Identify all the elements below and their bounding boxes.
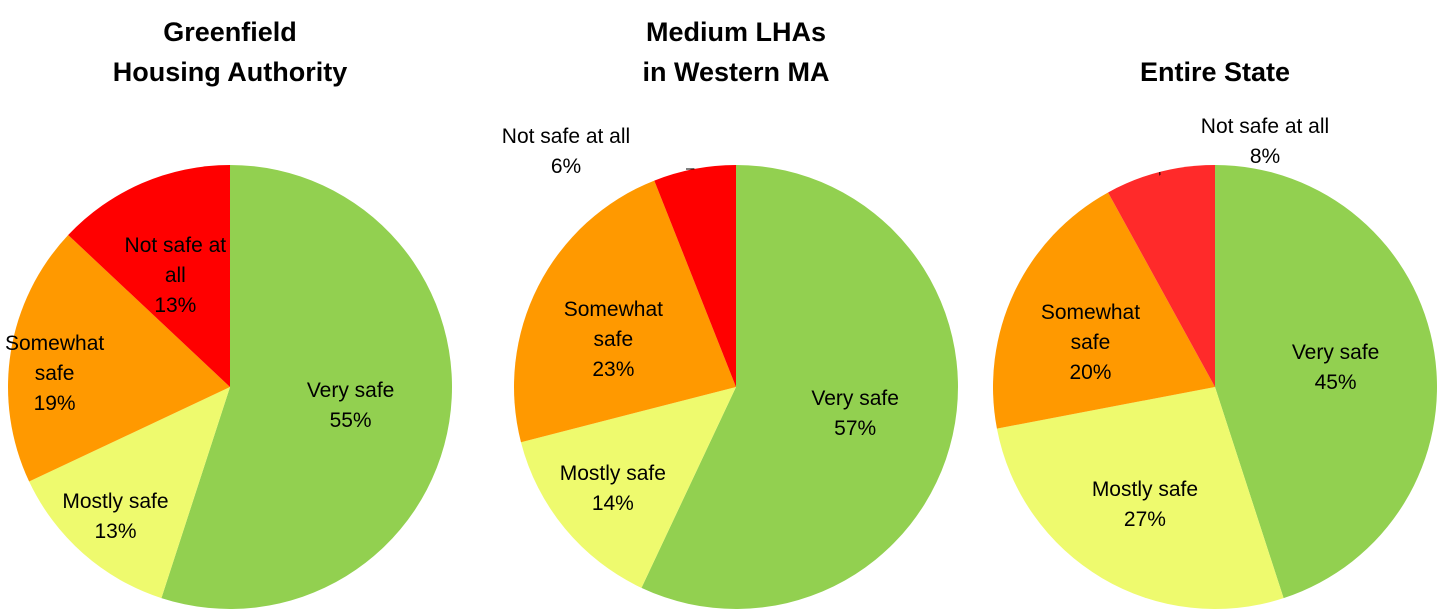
data-label: Somewhat safe 23%	[553, 295, 673, 385]
data-label: Somewhat safe 20%	[1030, 298, 1150, 388]
title-line: Entire State	[1139, 57, 1291, 87]
chart-title: Entire State	[1005, 52, 1425, 92]
category-label: Mostly safe	[62, 489, 169, 513]
data-label: Very safe 45%	[1276, 338, 1396, 398]
data-label: Not safe at all 13%	[115, 231, 235, 321]
value-label: 27%	[1123, 508, 1166, 532]
value-label: 13%	[154, 293, 197, 317]
data-label: Not safe at all 8%	[1165, 112, 1365, 172]
title-line: Medium LHAs	[645, 17, 826, 47]
value-label: 14%	[591, 491, 634, 515]
pie-slice	[520, 387, 736, 588]
category-label: Somewhat safe	[563, 297, 663, 351]
value-label: 6%	[550, 155, 582, 178]
pie-slice	[29, 387, 231, 599]
category-label: Very safe	[306, 379, 395, 403]
category-label: Not safe at all	[1200, 115, 1330, 138]
value-label: 19%	[33, 392, 76, 416]
value-label: 55%	[329, 409, 372, 433]
category-label: Mostly safe	[1091, 478, 1199, 502]
data-label: Mostly safe 27%	[1085, 475, 1205, 535]
value-label: 57%	[834, 416, 877, 440]
data-label: Somewhat safe 19%	[0, 329, 115, 419]
pie-slice	[1215, 165, 1437, 599]
pie-slice	[8, 235, 231, 482]
category-label: Mostly safe	[559, 461, 666, 485]
pie-slice	[654, 165, 736, 387]
chart-title: Medium LHAs in Western MA	[526, 12, 946, 92]
title-line: in Western MA	[642, 57, 830, 87]
value-label: 8%	[1249, 145, 1281, 168]
value-label: 23%	[592, 357, 635, 381]
category-label: Very safe	[1291, 340, 1380, 364]
title-line: Housing Authority	[112, 57, 348, 87]
value-label: 13%	[94, 519, 137, 543]
title-line: Greenfield	[163, 17, 297, 47]
pie-slice	[996, 387, 1284, 609]
category-label: Very safe	[811, 386, 899, 410]
data-label: Not safe at all 6%	[466, 122, 666, 182]
data-label: Very safe 57%	[795, 384, 915, 444]
pie-slice	[1108, 165, 1215, 387]
chart-title: Greenfield Housing Authority	[20, 12, 440, 92]
value-label: 45%	[1314, 370, 1357, 394]
category-label: Somewhat safe	[4, 332, 105, 386]
data-label: Mostly safe 14%	[553, 459, 673, 519]
category-label: Not safe at all	[124, 233, 227, 287]
pie-slice	[514, 180, 736, 443]
pie-slice	[161, 165, 453, 609]
data-label: Mostly safe 13%	[55, 487, 175, 547]
pie-slice	[68, 165, 230, 387]
value-label: 20%	[1069, 361, 1112, 385]
pie-slice	[641, 165, 958, 609]
category-label: Somewhat safe	[1040, 301, 1141, 355]
data-label: Very safe 55%	[291, 376, 411, 436]
category-label: Not safe at all	[501, 125, 631, 148]
pie-slice	[993, 192, 1215, 429]
